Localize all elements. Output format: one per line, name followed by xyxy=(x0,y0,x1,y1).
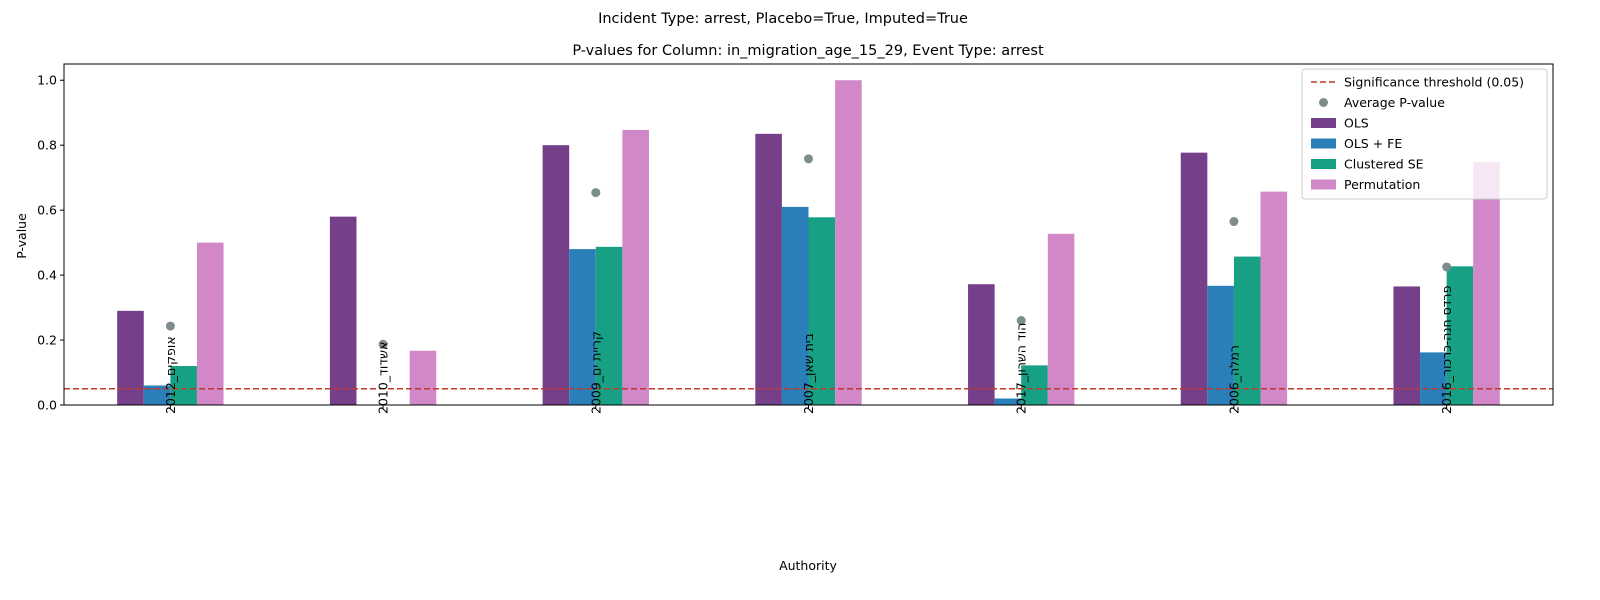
legend-label: OLS + FE xyxy=(1344,136,1402,151)
bar-ols xyxy=(117,310,144,405)
y-tick-label: 1.0 xyxy=(37,73,57,88)
bar-ols-fe xyxy=(143,385,171,405)
legend-label: Average P-value xyxy=(1344,95,1445,110)
average-point xyxy=(591,188,601,198)
bar-permutation xyxy=(196,242,224,405)
x-tick-label: קריית ים_2009 xyxy=(588,331,603,414)
bar-permutation xyxy=(1473,162,1500,405)
bar-ols xyxy=(755,133,782,405)
legend-label: Permutation xyxy=(1344,177,1420,192)
legend-series-swatch xyxy=(1311,138,1336,149)
y-axis-label: P-value xyxy=(14,213,29,259)
y-tick-label: 0.6 xyxy=(37,203,57,218)
average-point xyxy=(1442,262,1452,272)
x-tick-label: פרדס חנה-כרכור_2016 xyxy=(1439,285,1454,414)
x-tick-label: אופקים_2012 xyxy=(163,336,178,414)
y-tick-label: 0.4 xyxy=(37,268,57,283)
bar-clustered-se xyxy=(1233,256,1261,405)
bar-permutation xyxy=(835,80,862,406)
bar-ols-fe xyxy=(994,398,1022,405)
legend-label: Significance threshold (0.05) xyxy=(1344,75,1524,90)
bar-clustered-se xyxy=(808,217,836,405)
bar-permutation xyxy=(622,129,649,405)
bar-permutation xyxy=(1260,191,1288,405)
legend-series-swatch xyxy=(1311,118,1336,128)
average-point xyxy=(165,321,175,331)
average-point xyxy=(378,339,388,349)
x-tick-label: בית שאן_2007 xyxy=(801,333,816,414)
bar-clustered-se xyxy=(595,246,623,405)
average-point xyxy=(1016,316,1026,326)
bar-clustered-se xyxy=(1446,266,1474,405)
bar-ols xyxy=(1180,152,1208,405)
bar-ols xyxy=(542,145,570,405)
x-tick-label: הוד השרון_2017 xyxy=(1014,323,1029,414)
bar-ols xyxy=(329,216,357,405)
bar-ols-fe xyxy=(781,206,809,405)
bar-permutation xyxy=(1047,233,1075,405)
bar-permutation xyxy=(409,350,437,405)
bar-ols-fe xyxy=(1207,285,1234,405)
legend: Significance threshold (0.05) Average P-v… xyxy=(1301,68,1548,200)
bar-clustered-se xyxy=(1021,365,1048,405)
y-tick-label: 0.8 xyxy=(37,138,57,153)
bar-ols-fe xyxy=(569,249,596,405)
y-tick-label: 0.0 xyxy=(37,398,57,413)
legend-label: Clustered SE xyxy=(1344,157,1424,172)
legend-series-swatch xyxy=(1311,179,1336,190)
bar-ols xyxy=(1393,286,1421,405)
bar-ols-fe xyxy=(1420,352,1447,405)
chart-title: P-values for Column: in_migration_age_15… xyxy=(572,43,1044,59)
legend-series-swatch xyxy=(1311,159,1336,169)
plot-area: 0.0 0.2 0.4 0.6 0.8 1.0 אופקים_2012 אשדוד_2010 ק… xyxy=(37,63,1554,414)
x-tick-label: רמלה_2006 xyxy=(1226,345,1241,414)
x-axis-label: Authority xyxy=(779,558,837,573)
average-point xyxy=(804,154,813,164)
average-point xyxy=(1229,217,1239,227)
x-tick-label: אשדוד_2010 xyxy=(376,342,391,414)
legend-box xyxy=(1301,68,1548,200)
bar-ols xyxy=(968,284,995,405)
legend-label: OLS xyxy=(1344,116,1369,131)
bar-clustered-se xyxy=(170,366,197,405)
y-tick-label: 0.2 xyxy=(37,333,57,348)
legend-average-swatch xyxy=(1319,98,1328,107)
figure-suptitle: Incident Type: arrest, Placebo=True, Imp… xyxy=(598,11,968,27)
